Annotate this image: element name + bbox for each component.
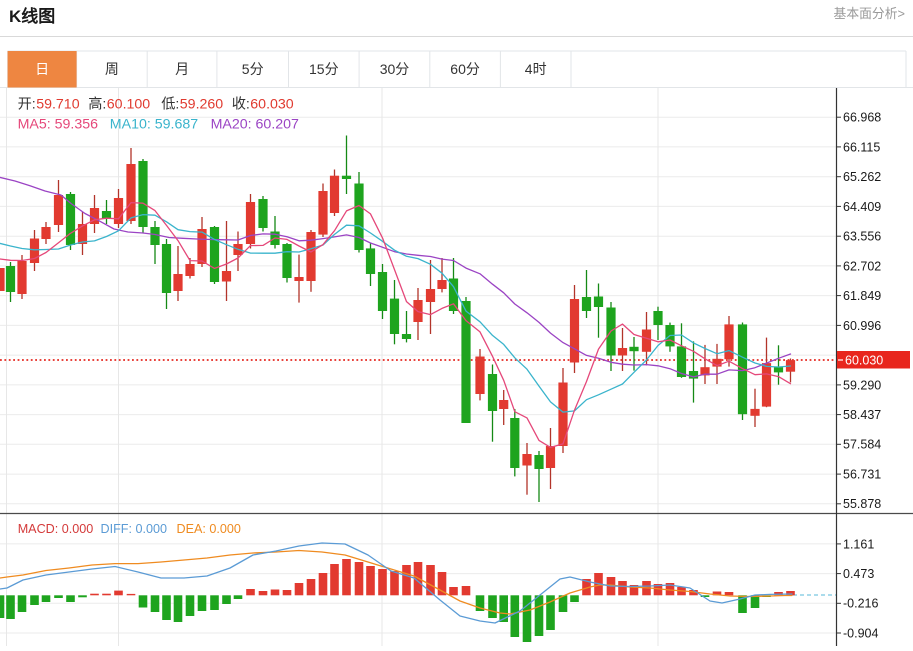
svg-text:58.437: 58.437 [843,408,881,422]
svg-text:-0.904: -0.904 [843,626,878,640]
svg-text:59.710: 59.710 [36,97,80,113]
svg-text:MA20: 60.207: MA20: 60.207 [211,117,299,133]
svg-text:62.702: 62.702 [843,259,881,273]
svg-text:5分: 5分 [242,61,264,77]
svg-text:66.115: 66.115 [843,140,880,154]
svg-text:开:: 开: [18,97,36,113]
svg-text:月: 月 [175,61,189,77]
svg-text:66.968: 66.968 [843,111,881,125]
svg-text:1.161: 1.161 [843,537,874,551]
svg-text:65.262: 65.262 [843,170,881,184]
svg-text:30分: 30分 [380,61,410,77]
svg-text:60.100: 60.100 [107,97,151,113]
svg-text:收:: 收: [232,97,250,113]
svg-text:K线图: K线图 [9,6,55,26]
svg-text:0.473: 0.473 [843,567,874,581]
svg-text:55.878: 55.878 [843,497,881,511]
svg-text:4时: 4时 [525,61,547,77]
svg-text:63.556: 63.556 [843,230,881,244]
svg-text:56.731: 56.731 [843,468,881,482]
svg-text:64.409: 64.409 [843,200,881,214]
svg-text:57.584: 57.584 [843,438,881,452]
svg-text:60.030: 60.030 [250,97,294,113]
svg-text:-0.216: -0.216 [843,597,878,611]
svg-text:周: 周 [105,61,119,77]
svg-text:61.849: 61.849 [843,289,881,303]
svg-text:MA10: 59.687: MA10: 59.687 [110,117,198,133]
svg-text:59.260: 59.260 [180,97,224,113]
svg-text:60.030: 60.030 [845,354,883,368]
svg-text:15分: 15分 [309,61,339,77]
svg-text:59.290: 59.290 [843,378,881,392]
svg-text:高:: 高: [88,96,106,113]
svg-text:基本面分析>: 基本面分析> [834,6,905,21]
svg-text:MA5: 59.356: MA5: 59.356 [18,117,99,133]
svg-text:DIFF: 0.000: DIFF: 0.000 [101,522,168,536]
svg-text:60分: 60分 [450,61,480,77]
svg-text:日: 日 [35,61,49,77]
svg-text:低:: 低: [161,97,179,113]
svg-text:DEA: 0.000: DEA: 0.000 [177,522,241,536]
svg-text:60.996: 60.996 [843,319,881,333]
svg-text:MACD: 0.000: MACD: 0.000 [18,522,94,536]
